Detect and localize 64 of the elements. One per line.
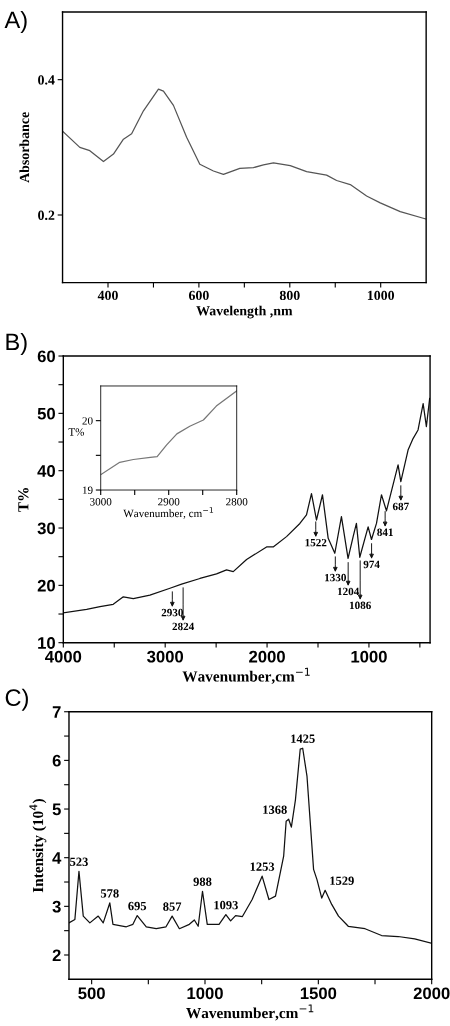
x-tick-label: 2000 (413, 987, 450, 1000)
x-tick-label: 3000 (147, 650, 184, 663)
x-tick-label: 800 (279, 290, 300, 301)
y-tick-label: 0.4 (38, 75, 55, 85)
x-tick-label: 1500 (300, 987, 337, 1000)
annotation: 1330 (325, 573, 347, 582)
annotation: 841 (377, 528, 393, 537)
annotation: 578 (100, 889, 119, 898)
x-tick-label: 1000 (351, 650, 387, 663)
x-axis-title: Wavenumber,cm$^{−1}$ (186, 1004, 314, 1021)
annotation: 1522 (305, 538, 327, 547)
x-tick-label: 4000 (45, 650, 82, 663)
annotation: 2824 (172, 622, 195, 631)
y-axis-title: Absorbance (19, 112, 30, 183)
y-tick-label: 50 (37, 407, 55, 420)
y-axis-title: T% (18, 488, 29, 512)
x-tick-label: 3000 (90, 497, 112, 506)
x-tick-label: 2800 (226, 497, 248, 506)
y-tick-label: 0.2 (38, 210, 55, 221)
x-axis-title: Wavenumber, cm$^{−1}$ (123, 507, 214, 519)
x-tick-label: 500 (78, 987, 105, 1000)
x-tick-label: 2000 (249, 650, 285, 663)
y-tick-label: 3 (52, 900, 61, 913)
y-tick-label: 2 (52, 949, 61, 962)
x-axis-title: Wavelength ,nm (196, 305, 293, 319)
annotation: 1368 (263, 805, 287, 814)
annotation: 2930 (161, 608, 184, 617)
y-tick-label: 5 (52, 803, 61, 816)
annotation: 974 (363, 560, 380, 569)
y-tick-label: 60 (37, 350, 55, 363)
y-axis-title: Intensity (10$^{4}$) (29, 799, 47, 893)
annotation: 1086 (349, 601, 371, 610)
y-axis-title: T% (68, 428, 85, 436)
chart-title: C) (5, 688, 28, 711)
y-tick-label: 7 (52, 706, 61, 718)
annotation: 988 (193, 877, 212, 886)
annotation: 1529 (330, 876, 354, 885)
annotation: 1253 (250, 862, 275, 871)
y-tick-label: 20 (82, 417, 93, 425)
y-tick-label: 19 (82, 486, 93, 494)
line-series (100, 390, 237, 476)
chart-title: A) (4, 10, 27, 33)
y-tick-label: 30 (37, 522, 55, 535)
x-tick-label: 1000 (187, 987, 223, 1000)
x-axis-title: Wavenumber,cm$^{−1}$ (182, 667, 310, 684)
x-tick-label: 2900 (158, 497, 180, 506)
y-tick-label: 40 (37, 465, 55, 477)
annotation: 695 (128, 901, 147, 911)
annotation: 857 (163, 902, 182, 911)
annotation: 1204 (337, 587, 360, 596)
annotation: 1425 (291, 734, 315, 743)
y-tick-label: 6 (52, 754, 61, 767)
line-series (68, 747, 432, 944)
annotation: 687 (392, 502, 409, 511)
annotation: 523 (70, 857, 88, 866)
y-tick-label: 4 (52, 852, 62, 864)
y-tick-label: 20 (37, 579, 55, 592)
annotation: 1093 (214, 900, 238, 910)
chart-title: B) (6, 332, 27, 355)
x-tick-label: 600 (188, 290, 209, 301)
x-tick-label: 1000 (367, 290, 395, 301)
y-tick-label: 10 (38, 637, 55, 649)
line-series (62, 88, 427, 220)
x-tick-label: 400 (97, 290, 118, 301)
